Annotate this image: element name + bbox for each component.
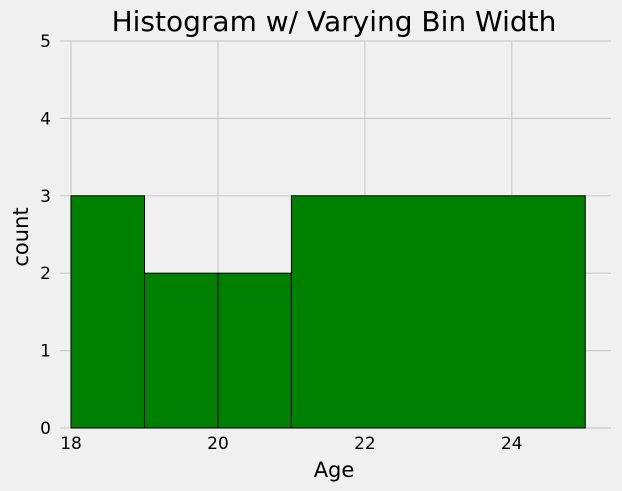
histogram-bar bbox=[70, 195, 145, 429]
chart-title: Histogram w/ Varying Bin Width bbox=[112, 5, 557, 38]
y-tick-label: 1 bbox=[40, 342, 51, 362]
y-tick-label: 5 bbox=[40, 32, 51, 52]
y-tick-label: 2 bbox=[40, 264, 51, 284]
bars bbox=[70, 195, 586, 429]
x-tick-label: 22 bbox=[354, 434, 376, 454]
y-axis-label: count bbox=[9, 207, 33, 266]
y-tick-label: 4 bbox=[40, 109, 51, 129]
y-tick-labels: 0 1 2 3 4 5 bbox=[40, 32, 51, 439]
x-tick-labels: 18 20 22 24 bbox=[60, 434, 522, 454]
x-tick-label: 24 bbox=[501, 434, 523, 454]
x-tick-label: 20 bbox=[207, 434, 229, 454]
y-tick-label: 3 bbox=[40, 187, 51, 207]
histogram-bar bbox=[217, 272, 292, 429]
histogram-bar bbox=[290, 195, 586, 429]
y-tick-label: 0 bbox=[40, 419, 51, 439]
x-tick-label: 18 bbox=[60, 434, 82, 454]
x-axis-label: Age bbox=[314, 458, 355, 482]
histogram-bar bbox=[143, 272, 219, 429]
